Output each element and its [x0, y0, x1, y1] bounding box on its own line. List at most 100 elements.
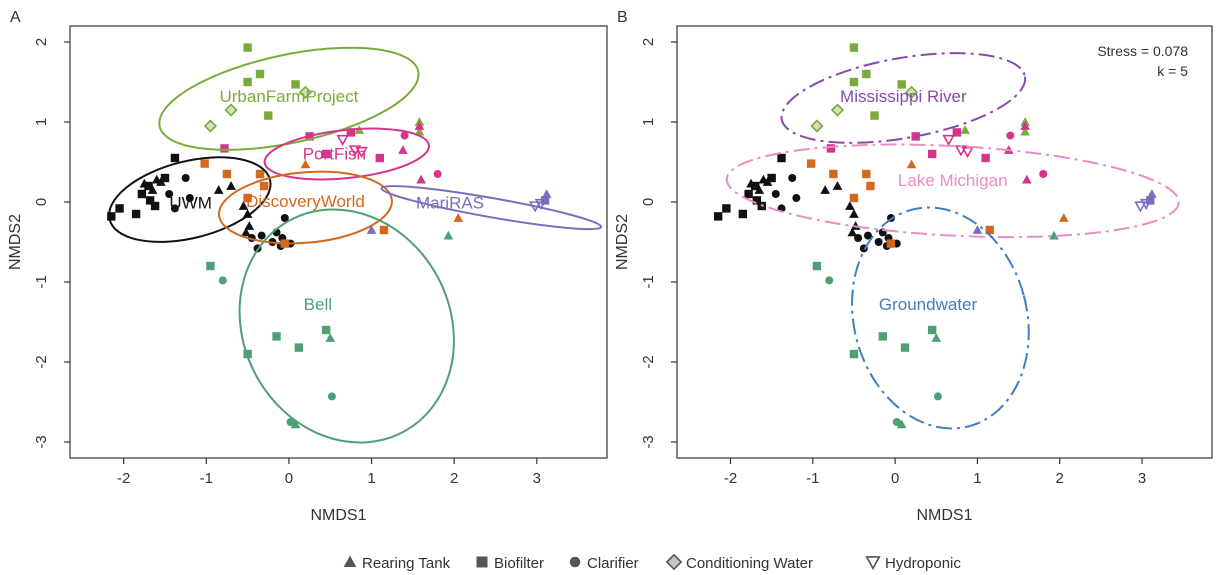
data-point — [788, 174, 797, 182]
data-point — [1006, 131, 1015, 140]
data-point — [862, 169, 871, 179]
data-point — [829, 169, 838, 179]
data-point — [443, 230, 454, 240]
data-point — [746, 178, 756, 188]
data-point — [238, 201, 249, 210]
data-point — [203, 119, 218, 133]
data-point — [1020, 121, 1030, 130]
data-point — [1059, 213, 1069, 222]
data-point — [259, 181, 269, 191]
data-point — [1021, 174, 1032, 184]
data-point — [115, 204, 124, 213]
data-point — [321, 325, 331, 335]
data-point — [300, 159, 311, 169]
data-point — [961, 146, 974, 159]
legend-marker — [476, 556, 488, 568]
x-tick-label: 1 — [367, 470, 375, 487]
data-point — [137, 189, 147, 199]
data-point — [752, 196, 762, 205]
group-label: PortFish — [303, 145, 366, 164]
data-point — [255, 69, 265, 79]
data-point — [244, 221, 255, 230]
data-point — [866, 181, 875, 191]
data-point — [226, 181, 236, 190]
legend-marker — [665, 553, 683, 571]
x-tick-label: -2 — [117, 470, 130, 487]
y-tick-label: -2 — [33, 355, 50, 368]
data-point — [750, 181, 760, 191]
stress-annotation: k = 5 — [1157, 63, 1188, 79]
shape-legend: Rearing Tank Biofilter Clarifier Conditioni… — [343, 553, 961, 572]
legend-label: Rearing Tank — [362, 555, 451, 572]
data-point — [1147, 189, 1157, 198]
data-point — [185, 194, 194, 202]
x-tick-label: 0 — [891, 470, 899, 487]
y-tick-label: 1 — [640, 118, 657, 126]
data-point — [257, 231, 266, 240]
y-tick-label: -1 — [33, 275, 50, 288]
data-point — [290, 419, 301, 429]
data-point — [224, 103, 238, 117]
group-label: UrbanFarmProject — [219, 87, 358, 106]
data-point — [170, 204, 179, 213]
group-label: UWM — [169, 193, 211, 212]
data-point — [147, 185, 158, 194]
data-point — [847, 227, 858, 237]
data-point — [1049, 230, 1059, 240]
data-point — [713, 212, 723, 221]
group-label: Mississippi River — [840, 87, 967, 106]
data-point — [927, 325, 937, 335]
data-point — [1134, 201, 1147, 213]
data-point — [849, 43, 859, 52]
group-ellipse — [217, 170, 393, 245]
data-point — [1020, 126, 1030, 136]
data-point — [131, 209, 141, 219]
data-point — [416, 174, 426, 184]
y-tick-label: -1 — [640, 275, 657, 288]
data-point — [336, 134, 349, 147]
data-point — [400, 131, 409, 140]
data-point — [810, 119, 824, 133]
data-point — [243, 193, 252, 203]
data-point — [414, 126, 425, 136]
data-point — [767, 173, 776, 183]
group-ellipse — [238, 208, 455, 444]
data-point — [243, 43, 252, 52]
data-point — [242, 209, 253, 218]
group-ellipse — [725, 143, 1180, 239]
data-point — [325, 333, 336, 342]
data-point — [722, 204, 731, 213]
data-point — [286, 418, 295, 426]
data-point — [863, 231, 872, 240]
data-point — [291, 80, 300, 89]
group-label: Groundwater — [879, 295, 978, 314]
group-label: Lake Michigan — [898, 171, 1008, 190]
y-tick-label: 0 — [640, 198, 657, 206]
data-point — [218, 276, 227, 285]
data-point — [933, 392, 942, 401]
data-point — [170, 153, 180, 163]
group-label: MariRAS — [416, 193, 484, 212]
data-point — [931, 333, 942, 342]
data-point — [375, 153, 385, 163]
data-point — [777, 153, 786, 163]
y-tick-label: -3 — [640, 435, 657, 448]
y-tick-label: 0 — [33, 198, 50, 206]
data-point — [144, 181, 153, 191]
data-point — [243, 77, 252, 87]
data-point — [433, 170, 442, 178]
data-point — [906, 159, 917, 169]
data-point — [355, 146, 368, 159]
data-point — [139, 178, 150, 188]
data-point — [849, 209, 859, 218]
data-point — [327, 392, 336, 401]
x-tick-label: -1 — [806, 470, 819, 487]
y-tick-label: -2 — [640, 355, 657, 368]
data-point — [900, 343, 910, 352]
data-point — [878, 332, 887, 341]
y-tick-label: 2 — [33, 38, 50, 46]
data-point — [849, 349, 859, 359]
data-point — [294, 343, 304, 352]
data-point — [738, 209, 748, 219]
